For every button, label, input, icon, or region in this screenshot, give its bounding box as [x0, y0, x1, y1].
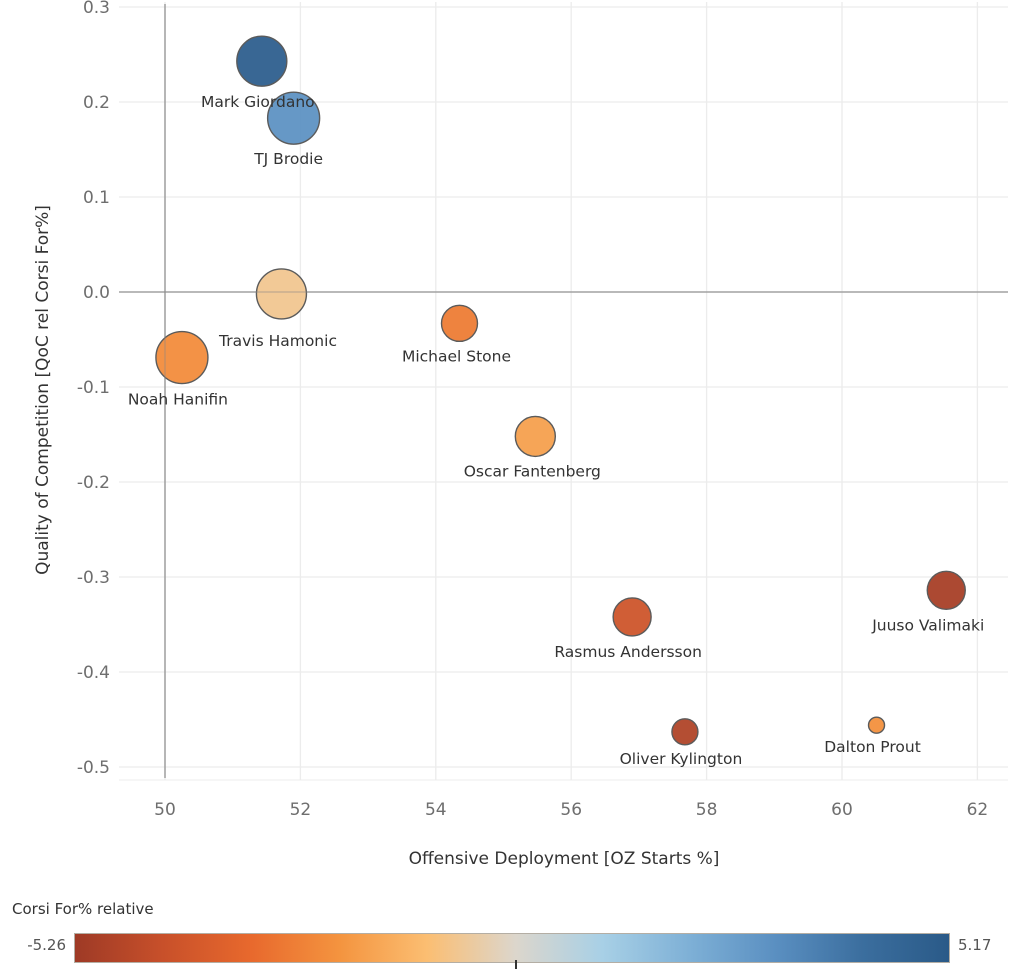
- x-tick-label: 56: [560, 800, 582, 820]
- bubble: [926, 570, 966, 610]
- point-label: Rasmus Andersson: [554, 643, 702, 661]
- y-axis-title: Quality of Competition [QoC rel Corsi Fo…: [33, 205, 53, 575]
- point-label: TJ Brodie: [253, 150, 323, 168]
- x-tick-label: 58: [696, 800, 718, 820]
- y-tick-label: 0.2: [83, 93, 110, 113]
- bubble: [612, 597, 652, 637]
- point-label: Dalton Prout: [824, 738, 921, 756]
- grid-lines: [119, 2, 1008, 781]
- bubble: [266, 91, 321, 145]
- color-legend-gradient-bar: [74, 933, 950, 963]
- y-tick-label: 0.1: [83, 188, 110, 208]
- point-labels: Mark Giordano TJ Brodie Travis Hamonic Noah…: [128, 93, 984, 768]
- bubbles: [119, 4, 1008, 778]
- reference-lines: [119, 4, 1008, 778]
- x-tick-label: 54: [425, 800, 447, 820]
- y-tick-label: 0.3: [83, 0, 110, 18]
- y-tick-label: 0.0: [83, 283, 110, 303]
- y-axis-ticks: 0.3 0.2 0.1 0.0 -0.1 -0.2 -0.3 -0.4 -0.5: [77, 0, 110, 778]
- y-tick-label: -0.1: [77, 378, 110, 398]
- bubble: [514, 415, 557, 458]
- x-tick-label: 50: [154, 800, 176, 820]
- color-legend-title: Corsi For% relative: [12, 900, 154, 918]
- point-label: Travis Hamonic: [218, 332, 337, 350]
- x-tick-label: 62: [967, 800, 989, 820]
- bubble: [867, 716, 886, 734]
- color-legend-zero-marker: [514, 960, 517, 969]
- bubble: [671, 718, 699, 746]
- bubble: [236, 35, 288, 87]
- color-legend-min-label: -5.26: [27, 936, 66, 954]
- x-axis-title: Offensive Deployment [OZ Starts %]: [409, 849, 720, 869]
- point-label: Mark Giordano: [201, 93, 315, 111]
- x-tick-label: 52: [290, 800, 312, 820]
- x-axis-ticks: 50 52 54 56 58 60 62: [154, 800, 988, 820]
- reference-line-overlay: [119, 4, 1008, 778]
- point-label: Juuso Valimaki: [871, 616, 984, 634]
- bubble: [255, 268, 308, 320]
- point-label: Michael Stone: [402, 347, 511, 365]
- y-tick-label: -0.4: [77, 663, 110, 683]
- y-tick-label: -0.3: [77, 568, 110, 588]
- y-tick-label: -0.2: [77, 473, 110, 493]
- point-label: Noah Hanifin: [128, 391, 228, 409]
- y-tick-label: -0.5: [77, 758, 110, 778]
- point-label: Oscar Fantenberg: [464, 462, 601, 480]
- point-label: Oliver Kylington: [620, 750, 743, 768]
- x-tick-label: 60: [831, 800, 853, 820]
- bubble: [440, 304, 479, 343]
- color-legend-max-label: 5.17: [958, 936, 992, 954]
- bubble: [155, 330, 209, 385]
